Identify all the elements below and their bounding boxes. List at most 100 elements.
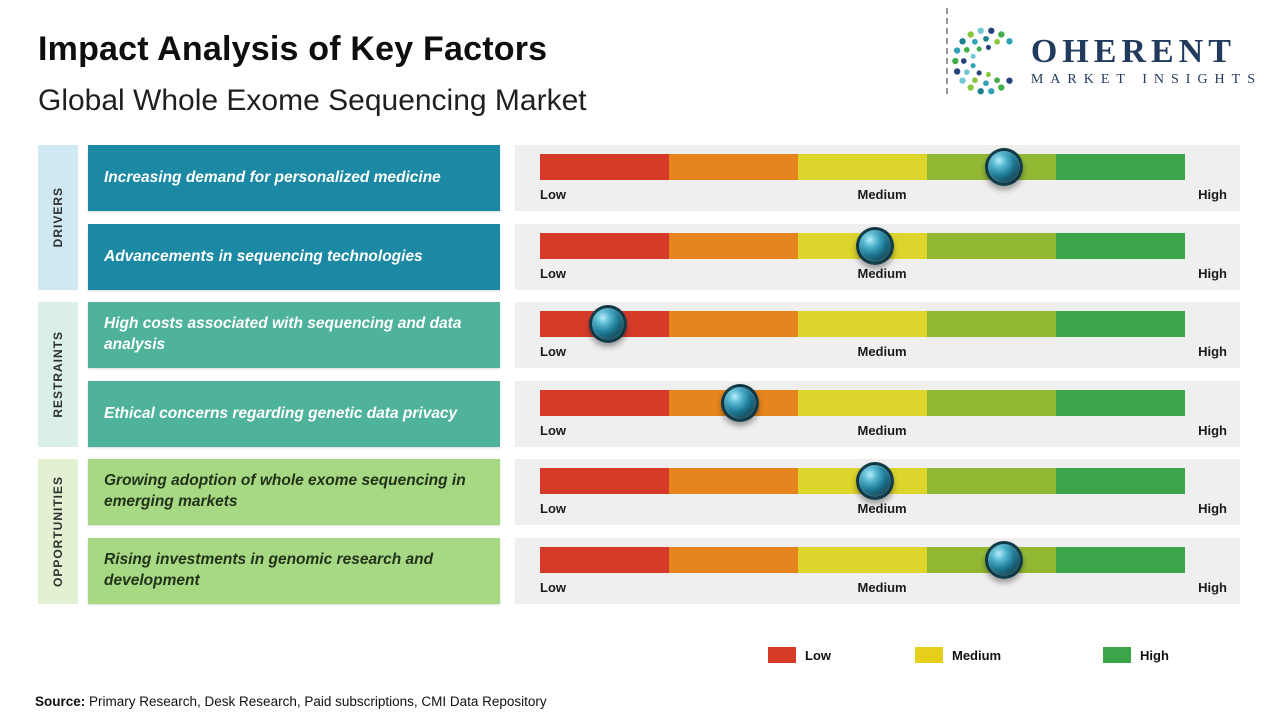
source-line: Source: Primary Research, Desk Research,… [35, 694, 547, 709]
scale-segment-4 [927, 468, 1056, 494]
logo-text: OHERENT MARKET INSIGHTS [1030, 32, 1262, 89]
scale-segment-4 [927, 233, 1056, 259]
legend-label-medium: Medium [952, 647, 1002, 663]
impact-scale-bar [540, 384, 1185, 422]
scale-segment-5 [1056, 547, 1185, 573]
legend-item-high: High [1103, 647, 1169, 663]
impact-scale-panel: Low Medium High [515, 224, 1240, 290]
legend-swatch-high [1103, 647, 1131, 663]
source-text: Primary Research, Desk Research, Paid su… [85, 694, 547, 709]
scale-labels: Low Medium High [540, 344, 1227, 359]
impact-marker [856, 227, 895, 265]
impact-scale-panel: Low Medium High [515, 381, 1240, 447]
scale-segment-4 [927, 311, 1056, 337]
factor-box: High costs associated with sequencing an… [88, 302, 500, 368]
legend-label-high: High [1140, 647, 1169, 663]
impact-scale-panel: Low Medium High [515, 459, 1240, 525]
scale-segment-4 [927, 390, 1056, 416]
impact-scale-panel: Low Medium High [515, 145, 1240, 211]
impact-scale-bar [540, 462, 1185, 500]
factor-row: Rising investments in genomic research a… [0, 538, 1280, 604]
scale-segment-5 [1056, 154, 1185, 180]
scale-label-low: Low [540, 344, 566, 359]
page-subtitle: Global Whole Exome Sequencing Market [38, 84, 587, 117]
scale-segment-2 [669, 547, 798, 573]
impact-scale-bar [540, 541, 1185, 579]
scale-segment-2 [669, 233, 798, 259]
factor-row: Growing adoption of whole exome sequenci… [0, 459, 1280, 525]
scale-label-low: Low [540, 266, 566, 281]
scale-label-high: High [1198, 344, 1227, 359]
brand-logo: OHERENT MARKET INSIGHTS [949, 24, 1262, 98]
scale-segment-1 [540, 468, 669, 494]
group-tab-opportunities: OPPORTUNITIES [38, 459, 78, 604]
scale-segment-1 [540, 233, 669, 259]
logo-c-icon [952, 27, 1013, 95]
scale-label-high: High [1198, 423, 1227, 438]
factor-row: Advancements in sequencing technologies … [0, 224, 1280, 290]
impact-marker [985, 148, 1024, 186]
scale-segment-2 [669, 154, 798, 180]
page-title: Impact Analysis of Key Factors [38, 30, 548, 68]
scale-label-medium: Medium [857, 501, 907, 516]
impact-marker [985, 541, 1024, 579]
scale-segment-1 [540, 154, 669, 180]
impact-scale-panel: Low Medium High [515, 538, 1240, 604]
factor-row: Ethical concerns regarding genetic data … [0, 381, 1280, 447]
scale-label-high: High [1198, 501, 1227, 516]
scale-label-medium: Medium [857, 580, 907, 595]
impact-marker [720, 384, 759, 422]
impact-scale-panel: Low Medium High [515, 302, 1240, 368]
scale-label-low: Low [540, 187, 566, 202]
factor-box: Growing adoption of whole exome sequenci… [88, 459, 500, 525]
impact-scale-bar [540, 148, 1185, 186]
scale-segment-5 [1056, 233, 1185, 259]
legend-label-low: Low [805, 647, 831, 663]
impact-marker [856, 462, 895, 500]
legend-item-low: Low [768, 647, 831, 663]
impact-marker [588, 305, 627, 343]
legend: Low Medium High [0, 647, 1280, 667]
factor-row: Increasing demand for personalized medic… [0, 145, 1280, 211]
scale-segment-3 [798, 547, 927, 573]
scale-label-medium: Medium [857, 423, 907, 438]
scale-labels: Low Medium High [540, 423, 1227, 438]
factor-box: Advancements in sequencing technologies [88, 224, 500, 290]
factor-box: Ethical concerns regarding genetic data … [88, 381, 500, 447]
factor-row: High costs associated with sequencing an… [0, 302, 1280, 368]
scale-labels: Low Medium High [540, 580, 1227, 595]
scale-segment-5 [1056, 311, 1185, 337]
logo-tagline: MARKET INSIGHTS [1030, 72, 1262, 88]
legend-item-medium: Medium [915, 647, 1001, 663]
legend-swatch-medium [915, 647, 943, 663]
scale-segment-2 [669, 468, 798, 494]
impact-scale-bar [540, 227, 1185, 265]
scale-segment-2 [669, 311, 798, 337]
scale-label-low: Low [540, 501, 566, 516]
impact-scale-bar [540, 305, 1185, 343]
logo-wordmark: OHERENT [1030, 32, 1236, 70]
group-tab-restraints: RESTRAINTS [38, 302, 78, 447]
scale-label-low: Low [540, 423, 566, 438]
scale-labels: Low Medium High [540, 187, 1227, 202]
scale-label-high: High [1198, 580, 1227, 595]
scale-label-medium: Medium [857, 266, 907, 281]
logo-divider [946, 8, 948, 94]
scale-segment-5 [1056, 468, 1185, 494]
scale-segment-1 [540, 390, 669, 416]
scale-segment-3 [798, 154, 927, 180]
legend-swatch-low [768, 647, 796, 663]
scale-labels: Low Medium High [540, 501, 1227, 516]
scale-label-high: High [1198, 187, 1227, 202]
scale-label-medium: Medium [857, 344, 907, 359]
scale-segment-1 [540, 547, 669, 573]
scale-segment-5 [1056, 390, 1185, 416]
scale-label-medium: Medium [857, 187, 907, 202]
scale-label-low: Low [540, 580, 566, 595]
scale-labels: Low Medium High [540, 266, 1227, 281]
scale-segment-3 [798, 390, 927, 416]
source-label: Source: [35, 694, 86, 709]
group-tab-drivers: DRIVERS [38, 145, 78, 290]
factor-box: Increasing demand for personalized medic… [88, 145, 500, 211]
factor-box: Rising investments in genomic research a… [88, 538, 500, 604]
